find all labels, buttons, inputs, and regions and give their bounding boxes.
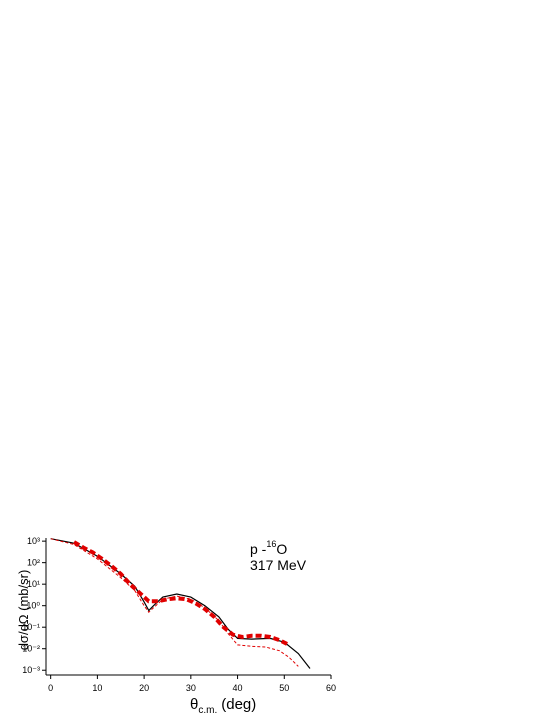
series-line	[72, 540, 290, 647]
x-label-symbol: θ	[190, 696, 198, 713]
projectile: p -	[250, 541, 267, 557]
energy: 317 MeV	[250, 557, 307, 573]
x-tick-label: 40	[233, 683, 243, 693]
y-tick-label: 10⁻³	[22, 665, 40, 675]
y-tick-label: 10⁻¹	[22, 622, 40, 632]
y-tick-label: 10⁰	[26, 601, 40, 611]
x-tick-label: 30	[186, 683, 196, 693]
x-tick-label: 50	[279, 683, 289, 693]
x-axis-label: θc.m. (deg)	[190, 696, 256, 715]
x-label-unit: (deg)	[221, 696, 256, 713]
x-tick-label: 10	[92, 683, 102, 693]
y-axis-label: dσ/dΩ (mb/sr)	[16, 570, 31, 651]
y-tick-label: 10²	[27, 558, 40, 568]
y-tick-label: 10⁻²	[22, 644, 40, 654]
x-tick-label: 60	[326, 683, 336, 693]
x-tick-label: 0	[48, 683, 53, 693]
x-label-subscript: c.m.	[198, 705, 217, 715]
annotation: p -16O	[250, 539, 287, 557]
y-tick-label: 10¹	[27, 579, 40, 589]
target: O	[276, 541, 287, 557]
mass-number: 16	[266, 539, 276, 549]
y-tick-label: 10³	[27, 536, 40, 546]
x-tick-label: 20	[139, 683, 149, 693]
